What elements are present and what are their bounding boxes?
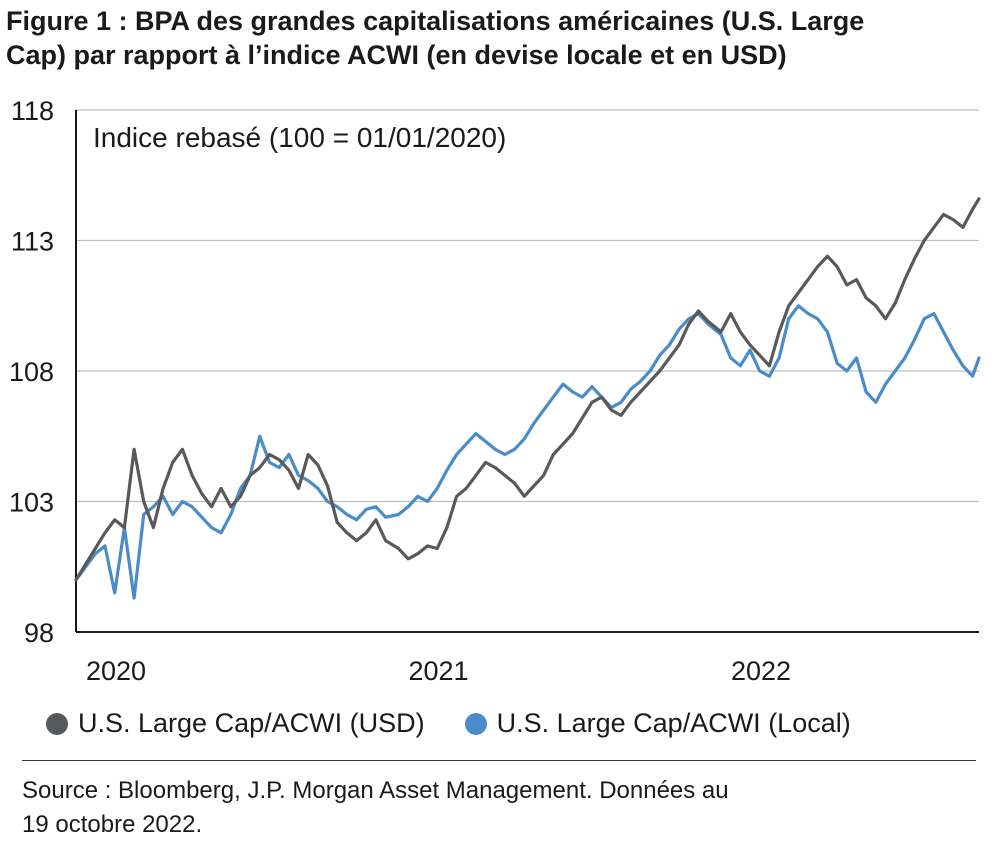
gridlines: [76, 109, 979, 503]
legend-item-local: U.S. Large Cap/ACWI (Local): [464, 708, 851, 739]
legend: U.S. Large Cap/ACWI (USD) U.S. Large Cap…: [46, 708, 891, 739]
source-line-1: Source : Bloomberg, J.P. Morgan Asset Ma…: [22, 777, 729, 804]
x-tick-label-2022: 2022: [731, 656, 791, 686]
y-tick-label-118: 118: [11, 96, 54, 126]
y-tick-label-103: 103: [9, 488, 54, 518]
source-note: Source : Bloomberg, J.P. Morgan Asset Ma…: [22, 774, 922, 842]
footer-divider: [22, 760, 976, 761]
x-tick-label-2021: 2021: [408, 656, 468, 686]
chart-annotation: Indice rebasé (100 = 01/01/2020): [93, 122, 506, 153]
y-tick-label-98: 98: [24, 618, 54, 648]
legend-swatch-local: [464, 712, 487, 735]
legend-swatch-usd: [46, 712, 68, 735]
y-tick-label-113: 113: [11, 227, 54, 257]
chart-title-line-1: Figure 1 : BPA des grandes capitalisatio…: [6, 6, 865, 36]
chart-title-line-2: Cap) par rapport à l’indice ACWI (en dev…: [6, 40, 787, 70]
legend-label-usd: U.S. Large Cap/ACWI (USD): [78, 708, 425, 738]
y-tick-label-108: 108: [9, 357, 54, 387]
legend-item-usd: U.S. Large Cap/ACWI (USD): [46, 708, 425, 739]
series-line-usd: [74, 197, 981, 582]
series-lines: [74, 197, 981, 600]
chart-title: Figure 1 : BPA des grandes capitalisatio…: [6, 4, 986, 72]
source-line-2: 19 octobre 2022.: [22, 811, 203, 838]
x-tick-label-2020: 2020: [86, 656, 146, 686]
y-axis-ticks: 98 103 108 113 118: [9, 96, 54, 648]
series-line-local: [74, 304, 981, 600]
line-chart: 98 103 108 113 118 2020 2021 2022 Indice rebas…: [9, 96, 981, 686]
legend-label-local: U.S. Large Cap/ACWI (Local): [496, 708, 851, 738]
x-axis-ticks: 2020 2021 2022: [86, 656, 791, 686]
